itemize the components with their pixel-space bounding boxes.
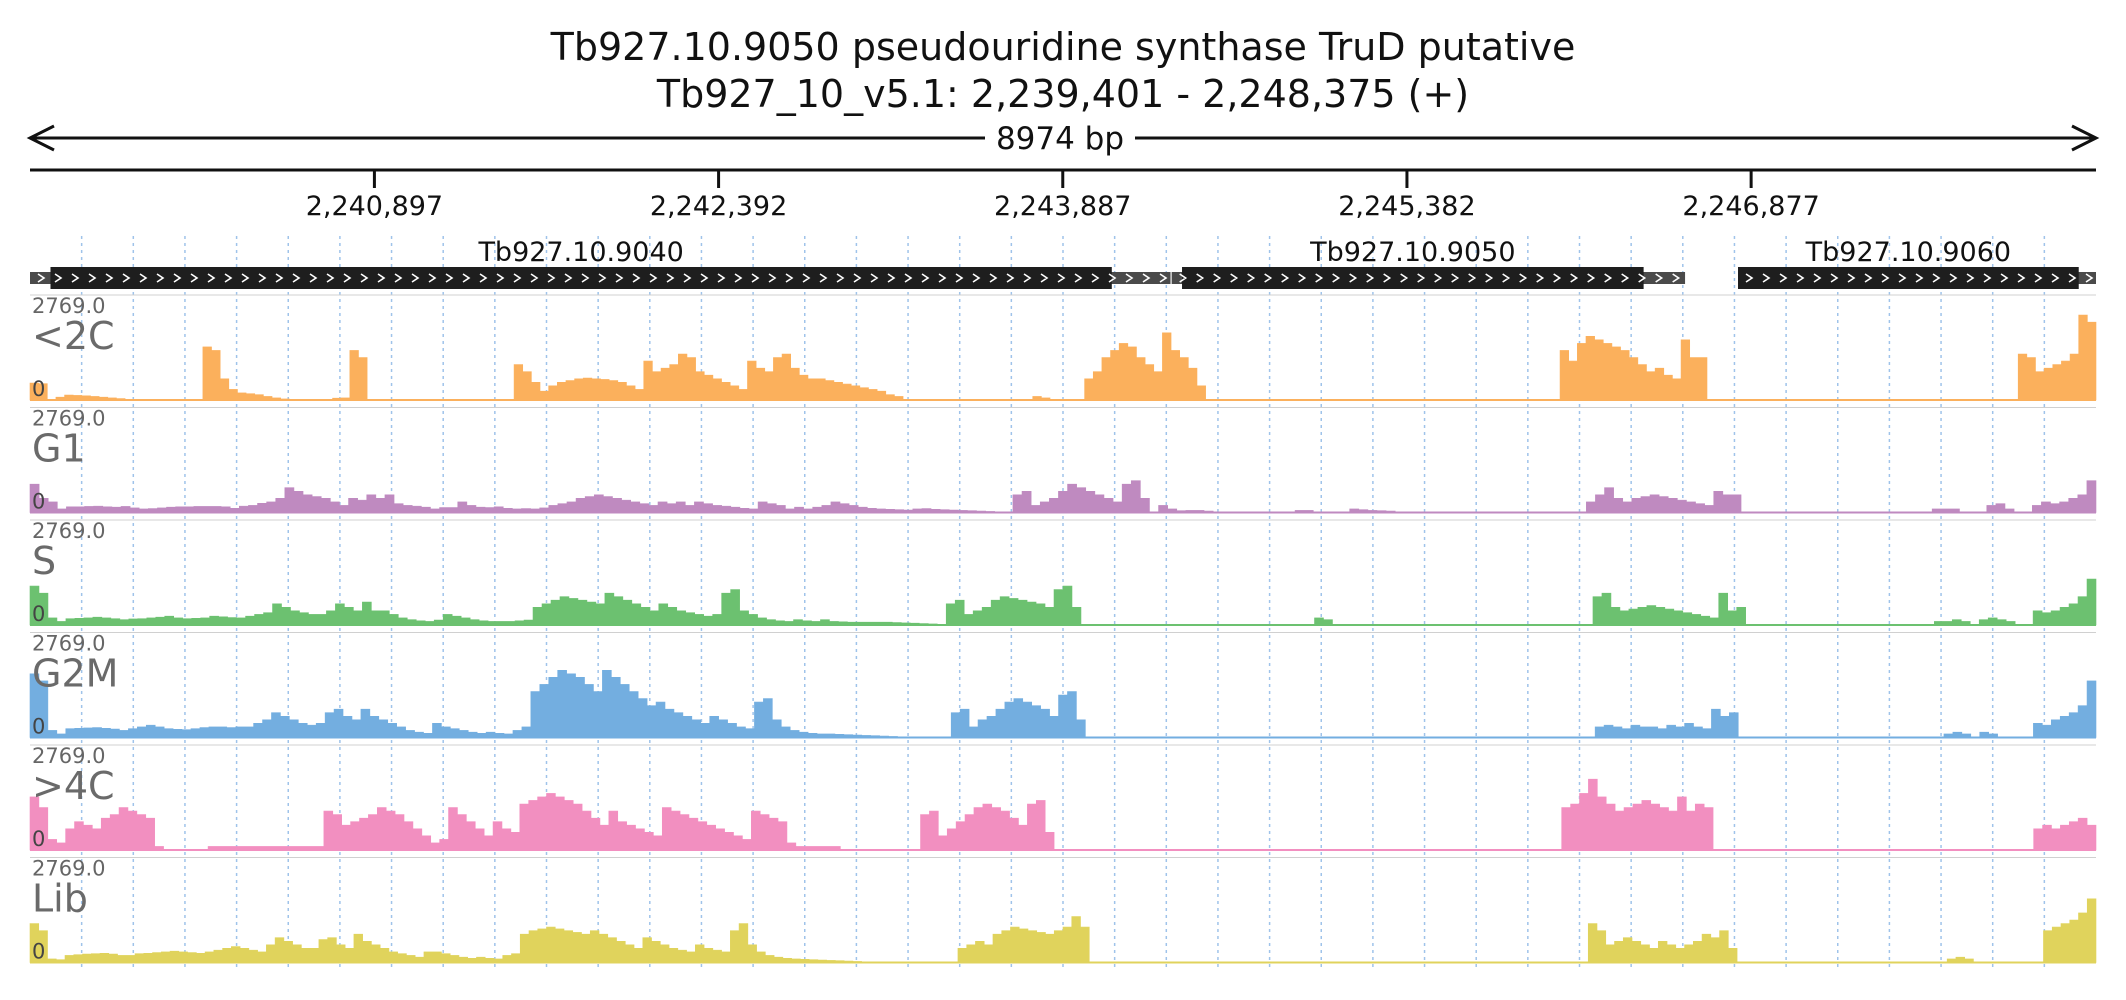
- gene-model: Tb927.10.9060: [1738, 237, 2096, 289]
- coverage-track: 2769.0G1 0: [29, 407, 2097, 514]
- track-ymax-label: 2769.0: [32, 294, 105, 318]
- track-name-label: G2M: [32, 652, 118, 696]
- gene-cds: [50, 267, 1112, 289]
- track-ymax-label: 2769.0: [32, 744, 105, 768]
- axis-tick-label: 2,246,877: [1682, 191, 1819, 222]
- chart-title: Tb927.10.9050 pseudouridine synthase Tru…: [550, 25, 1576, 69]
- gene-cds: [1738, 267, 2079, 289]
- track-ymax-label: 2769.0: [32, 407, 105, 431]
- gene-model: Tb927.10.9040: [30, 237, 1171, 289]
- track-name-label: >4C: [32, 764, 115, 808]
- track-ymax-label: 2769.0: [32, 632, 105, 656]
- chart-subtitle: Tb927_10_v5.1: 2,239,401 - 2,248,375 (+): [656, 72, 1470, 116]
- strand-arrows: [37, 273, 1168, 283]
- gene-model: Tb927.10.9050: [1171, 237, 1686, 289]
- track-ymin-label: 0: [32, 940, 45, 964]
- axis-tick-label: 2,245,382: [1338, 191, 1475, 222]
- gene-label: Tb927.10.9040: [477, 237, 683, 268]
- gene-label: Tb927.10.9060: [1805, 237, 2011, 268]
- gene-label: Tb927.10.9050: [1309, 237, 1515, 268]
- track-ymin-label: 0: [32, 490, 45, 514]
- axis-tick-label: 2,243,887: [994, 191, 1131, 222]
- coverage-area: [29, 480, 2097, 513]
- axis-tick-label: 2,242,392: [650, 191, 787, 222]
- track-name-label: G1: [32, 427, 86, 471]
- span-arrow-right-head: [2071, 124, 2100, 152]
- coverage-track: 2769.0<2C 0: [29, 294, 2097, 401]
- axis-tick-label: 2,240,897: [306, 191, 443, 222]
- track-ymax-label: 2769.0: [32, 857, 105, 881]
- track-name-label: S: [32, 539, 56, 583]
- gene-cds: [1182, 267, 1644, 289]
- track-ymax-label: 2769.0: [32, 519, 105, 543]
- strand-arrows: [1745, 273, 2094, 283]
- track-ymin-label: 0: [32, 827, 45, 851]
- track-name-label: Lib: [32, 877, 88, 921]
- span-label-bg: [985, 118, 1135, 158]
- track-ymin-label: 0: [32, 602, 45, 626]
- track-name-label: <2C: [32, 314, 115, 358]
- span-label: 8974 bp: [996, 121, 1124, 157]
- coverage-track: 2769.0>4C 0: [29, 744, 2097, 851]
- coverage-track: 2769.0S 0: [29, 519, 2097, 626]
- strand-arrows: [1179, 273, 1681, 283]
- track-ymin-label: 0: [32, 377, 45, 401]
- track-ymin-label: 0: [32, 715, 45, 739]
- coverage-area: [29, 778, 2097, 851]
- coverage-area: [29, 578, 2097, 626]
- coverage-area: [29, 669, 2097, 738]
- span-arrow-left-head: [26, 124, 55, 152]
